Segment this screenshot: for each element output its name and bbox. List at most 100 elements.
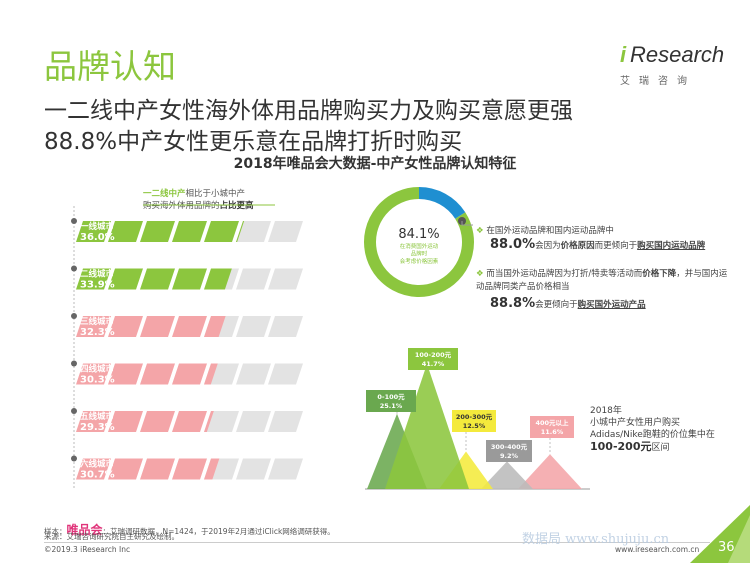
bar-slot-fill <box>140 221 175 242</box>
sample-text: ：艾瑞调研数据，N=1424，于2019年2月通过iClick网络调研获得。 <box>102 527 335 536</box>
bar-slot-empty <box>236 268 271 290</box>
bar-slot-fill <box>140 316 175 337</box>
logo-i: i <box>620 42 627 67</box>
bar-category-label: 六线城市 <box>80 459 115 470</box>
bar-slot-fill <box>172 411 207 432</box>
iresearch-logo: i Research 艾瑞咨询 <box>620 42 724 88</box>
bar-2 <box>76 268 303 290</box>
bar-slot-fill <box>172 221 207 242</box>
bar-slot-fill <box>76 268 111 290</box>
bar-value-label: 30.7% <box>80 470 115 481</box>
bar-slot-fill <box>140 268 175 290</box>
bar-slot-empty <box>204 411 239 432</box>
chart-title: 2018年唯品会大数据-中产女性品牌认知特征 <box>233 156 517 172</box>
callout-highlight: 一二线中产 <box>143 189 186 199</box>
bar-slot-fill <box>76 458 111 480</box>
bar-slot-fill <box>108 316 143 337</box>
bar-slot-empty <box>236 221 271 242</box>
footer-sample: 样本：唯品会：艾瑞调研数据，N=1424，于2019年2月通过iClick网络调… <box>44 521 335 538</box>
donut-caption: 品牌时 <box>411 250 428 258</box>
bar-value-label: 32.3% <box>80 327 115 338</box>
bar-slot-empty <box>268 268 303 290</box>
headline-line-2: 88.8%中产女性更乐意在品牌打折时购买 <box>44 129 463 155</box>
bar-slot-fill <box>76 221 111 242</box>
bar-marker-dot <box>71 265 77 272</box>
donut-hole <box>378 201 460 283</box>
bar-slot-fill <box>172 458 207 480</box>
bar-slot-fill <box>108 221 143 242</box>
dist-note-suffix: 区间 <box>651 443 670 453</box>
price-label-box <box>366 390 416 412</box>
note2-number: 88.8% <box>490 296 536 311</box>
corner-decoration <box>690 505 750 563</box>
dist-note-line1: 2018年 <box>590 406 622 416</box>
bar-slot-fill <box>236 221 245 242</box>
bar-slot-empty <box>236 411 271 432</box>
callout-text: 相比于小城中产 <box>185 189 246 199</box>
bar-6 <box>76 458 303 480</box>
price-share-label: 11.6% <box>541 428 564 436</box>
price-label-box <box>530 416 574 438</box>
bar-slot-fill <box>172 268 207 290</box>
price-range-label: 300-400元 <box>491 443 528 451</box>
bullet-icon: ❖ <box>476 269 484 279</box>
note1-mid: 会因为 <box>535 241 561 251</box>
bar-slot-fill <box>140 363 175 385</box>
price-share-label: 9.2% <box>500 452 519 460</box>
price-peak-4 <box>481 461 533 489</box>
bar-slot-fill <box>108 363 143 385</box>
bar-slot-empty <box>236 458 271 480</box>
note2-mid: 会更倾向于 <box>535 300 578 310</box>
bar-slot-fill <box>204 221 239 242</box>
logo-chinese: 艾瑞咨询 <box>620 76 696 87</box>
bar-slot-fill <box>204 363 218 385</box>
price-label-box <box>452 410 496 432</box>
bar-slot-fill <box>76 316 111 337</box>
note2-underline: 购买国外运动产品 <box>577 300 646 310</box>
bar-5 <box>76 411 303 432</box>
bar-slot-empty <box>236 363 271 385</box>
footer-copyright: ©2019.3 iResearch Inc <box>44 545 131 554</box>
headline-line-1: 一二线中产女性海外体用品牌购买力及购买意愿更强 <box>44 98 573 124</box>
price-label-box <box>486 440 532 462</box>
bar-value-label: 33.9% <box>80 280 115 291</box>
bar-value-label: 30.3% <box>80 375 115 386</box>
note1-number: 88.0% <box>490 237 536 252</box>
bar-category-label: 四线城市 <box>80 364 115 375</box>
bar-slot-empty <box>268 411 303 432</box>
left-callout: 一二线中产相比于小城中产 购买海外体用品牌的占比更高 <box>143 188 254 212</box>
note2-em: 价格下降 <box>642 269 677 279</box>
price-range-label: 200-300元 <box>456 413 493 421</box>
price-range-label: 0-100元 <box>377 393 405 401</box>
price-peak-5 <box>518 454 582 489</box>
bar-slot-fill <box>204 316 226 337</box>
distribution-note: 2018年 小城中产女性用户购买 Adidas/Nike跑鞋的价位集中在 100… <box>590 405 715 454</box>
bar-category-label: 五线城市 <box>80 411 115 422</box>
sample-prefix: 样本： <box>44 527 67 536</box>
logo-research: Research <box>630 42 725 67</box>
bar-slot-fill <box>76 411 111 432</box>
donut-value-label: 84.1% <box>398 227 439 242</box>
bar-slot-empty <box>268 316 303 337</box>
bar-marker-dot <box>71 408 77 414</box>
bar-category-label: 三线城市 <box>80 316 115 327</box>
footer-url[interactable]: www.iresearch.com.cn <box>615 545 700 554</box>
donut-pointer-line <box>461 221 473 226</box>
price-share-label: 41.7% <box>422 360 445 368</box>
donut-slice-1 <box>364 187 474 297</box>
price-share-label: 12.5% <box>463 422 486 430</box>
note1-post: 而更倾向于 <box>594 241 638 251</box>
price-range-label: 100-200元 <box>415 351 452 359</box>
watermark: 数据局 www.shujuju.cn <box>522 532 670 547</box>
footer-source: 来源：艾瑞咨询研究院自主研究及绘制。 <box>44 532 179 541</box>
dist-note-line3: Adidas/Nike跑鞋的价位集中在 <box>590 430 715 440</box>
note1-em: 价格原因 <box>560 241 595 251</box>
bar-category-label: 二线城市 <box>80 269 115 280</box>
donut-slice-2 <box>418 187 466 219</box>
price-range-label: 400元以上 <box>535 418 569 427</box>
vipshop-brand: 唯品会 <box>66 523 103 537</box>
bar-slot-empty <box>268 221 303 242</box>
